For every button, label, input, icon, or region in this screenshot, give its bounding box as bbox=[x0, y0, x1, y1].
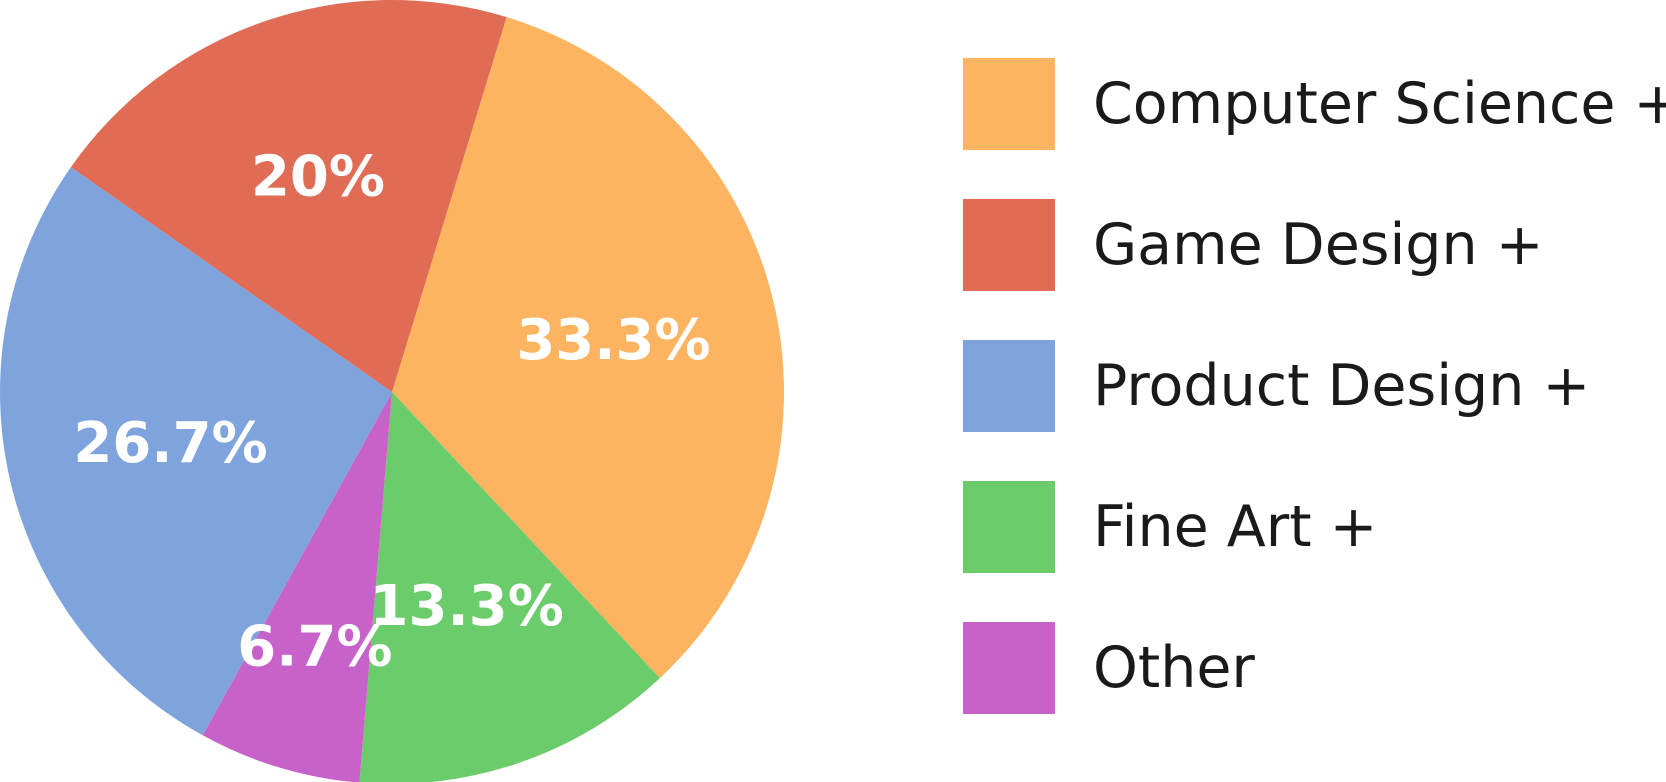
legend-swatch bbox=[963, 340, 1055, 432]
pie-slices bbox=[0, 0, 785, 782]
pie-data-label: 20% bbox=[251, 145, 385, 210]
pie-slice-computer-science bbox=[392, 17, 785, 679]
legend-label: Computer Science + bbox=[1093, 71, 1666, 137]
legend: Computer Science + Game Design + Product… bbox=[963, 58, 1666, 714]
legend-item-product-design: Product Design + bbox=[963, 340, 1666, 432]
legend-label: Game Design + bbox=[1093, 212, 1544, 278]
legend-swatch bbox=[963, 58, 1055, 150]
pie-slice-product-design bbox=[0, 167, 392, 736]
legend-label: Fine Art + bbox=[1093, 494, 1378, 560]
legend-item-computer-science: Computer Science + bbox=[963, 58, 1666, 150]
pie-data-labels: 33.3% 13.3%6.7% 26.7% 20% bbox=[73, 145, 710, 680]
legend-item-fine-art: Fine Art + bbox=[963, 481, 1666, 573]
pie-data-label: 13.3% bbox=[370, 574, 564, 639]
legend-label: Other bbox=[1093, 635, 1255, 701]
pie-slice-other bbox=[202, 392, 392, 782]
legend-swatch bbox=[963, 481, 1055, 573]
pie-data-label: 6.7% bbox=[237, 615, 392, 680]
legend-item-other: Other bbox=[963, 622, 1666, 714]
legend-swatch bbox=[963, 622, 1055, 714]
legend-label: Product Design + bbox=[1093, 353, 1591, 419]
legend-swatch bbox=[963, 199, 1055, 291]
pie-slice-fine-art bbox=[359, 392, 660, 782]
legend-item-game-design: Game Design + bbox=[963, 199, 1666, 291]
pie-slice-game-design bbox=[70, 0, 507, 392]
pie-data-label: 26.7% bbox=[73, 411, 267, 476]
pie-data-label: 33.3% bbox=[516, 308, 710, 373]
